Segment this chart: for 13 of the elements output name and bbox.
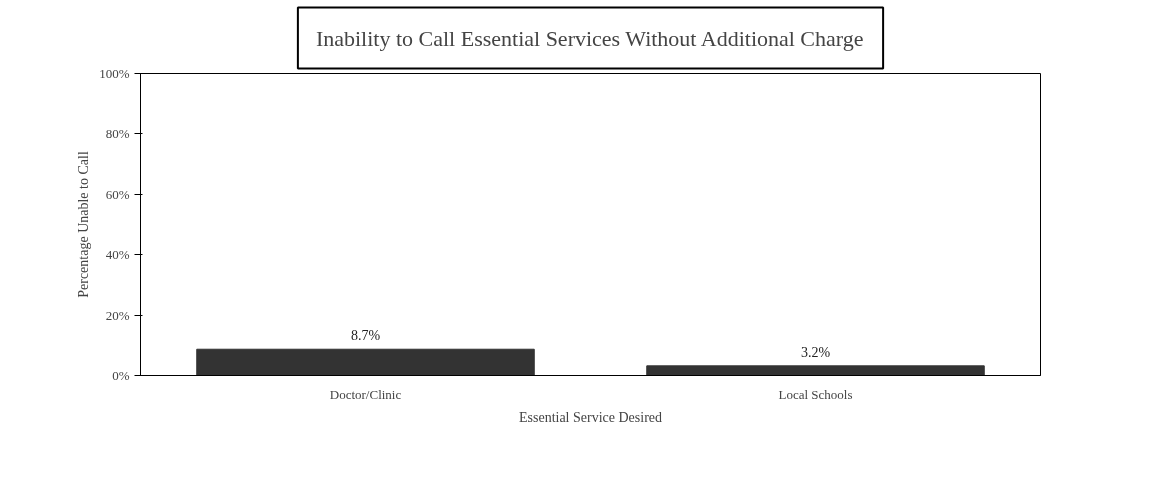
x-tick-label: Local Schools bbox=[778, 386, 853, 402]
x-tick-label: Doctor/Clinic bbox=[329, 386, 402, 402]
data-label: 8.7% bbox=[350, 328, 381, 344]
x-axis-title: Essential Service Desired bbox=[518, 409, 663, 425]
y-tick-label: 20% bbox=[105, 307, 130, 323]
chart-title: Inability to Call Essential Services Without Additional Charge bbox=[315, 25, 864, 51]
y-tick-label: 60% bbox=[105, 186, 130, 202]
y-tick-label: 80% bbox=[105, 126, 130, 142]
y-tick-label: 0% bbox=[112, 368, 130, 383]
y-tick-label: 40% bbox=[105, 247, 130, 263]
y-axis-title: Percentage Unable to Call bbox=[76, 151, 92, 298]
y-tick-label: 100% bbox=[99, 66, 130, 81]
data-label: 3.2% bbox=[800, 344, 831, 360]
